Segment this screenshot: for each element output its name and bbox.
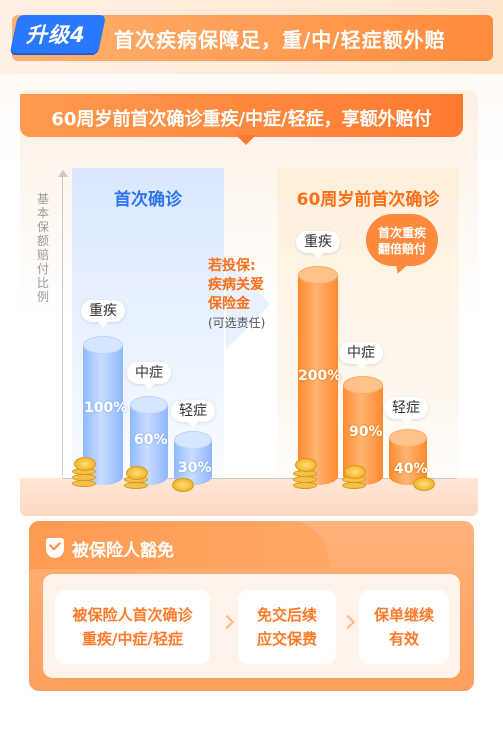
double-payout-bubble xyxy=(366,214,438,266)
label-tail xyxy=(98,322,108,328)
pct-mild-60: 40% xyxy=(394,461,428,477)
step-line1: 免交后续 xyxy=(256,606,317,624)
label-tail xyxy=(357,364,367,370)
step-line2: 应交保费 xyxy=(256,630,317,648)
cylinder-critical-60 xyxy=(298,266,338,485)
label-tail xyxy=(144,384,154,390)
waiver-step-policy-valid: 保单继续 有效 xyxy=(359,590,449,664)
optional-note-line1: 若投保: xyxy=(208,258,256,274)
banner-text: 60周岁前首次确诊重疾/中症/轻症，享额外赔付 xyxy=(51,109,432,130)
shield-icon xyxy=(46,538,64,558)
optional-note-line4: (可选责任) xyxy=(208,316,266,330)
waiver-title: 被保险人豁免 xyxy=(72,541,174,561)
step-line1: 保单继续 xyxy=(373,606,434,624)
label-critical-first: 重疾 xyxy=(81,300,125,322)
label-mild-60: 轻症 xyxy=(384,397,428,419)
y-axis-label: 基本保额赔付比例 xyxy=(37,192,50,304)
pct-mild-first: 30% xyxy=(178,460,212,476)
optional-note-line2: 疾病关爱 xyxy=(208,277,264,293)
banner-notch xyxy=(236,135,256,145)
pct-moderate-60: 90% xyxy=(349,424,383,440)
x-axis xyxy=(62,478,457,479)
y-axis xyxy=(62,175,63,475)
label-moderate-60: 中症 xyxy=(339,342,383,364)
step-line1: 被保险人首次确诊 xyxy=(72,606,193,624)
label-moderate-first: 中症 xyxy=(127,362,171,384)
first-diagnosis-title: 首次确诊 xyxy=(114,190,182,210)
label-tail xyxy=(402,419,412,425)
label-tail xyxy=(313,253,323,259)
pct-critical-first: 100% xyxy=(84,400,128,416)
pct-critical-60: 200% xyxy=(298,368,342,384)
header-title: 首次疾病保障足，重/中/轻症额外赔 xyxy=(114,28,446,52)
optional-note-line3: 保险金 xyxy=(208,296,250,312)
pct-moderate-first: 60% xyxy=(134,432,168,448)
y-axis-arrow xyxy=(58,170,68,177)
waiver-step-premium-waived: 免交后续 应交保费 xyxy=(238,590,336,664)
bubble-line2: 翻倍赔付 xyxy=(377,242,426,256)
waiver-tab xyxy=(29,521,329,569)
before-60-title: 60周岁前首次确诊 xyxy=(296,190,440,210)
waiver-step-diagnosis: 被保险人首次确诊 重疾/中症/轻症 xyxy=(55,590,210,664)
upgrade-badge-text: 升级4 xyxy=(26,23,86,47)
step-line2: 有效 xyxy=(388,630,419,648)
label-mild-first: 轻症 xyxy=(171,400,215,422)
bubble-line1: 首次重疾 xyxy=(377,226,426,240)
label-tail xyxy=(188,422,198,428)
banner: 60周岁前首次确诊重疾/中症/轻症，享额外赔付 xyxy=(20,94,463,137)
label-critical-60: 重疾 xyxy=(296,231,340,253)
transition-arrow xyxy=(226,258,270,350)
step-line2: 重疾/中症/轻症 xyxy=(82,630,183,648)
cylinder-mild-first xyxy=(174,431,212,485)
